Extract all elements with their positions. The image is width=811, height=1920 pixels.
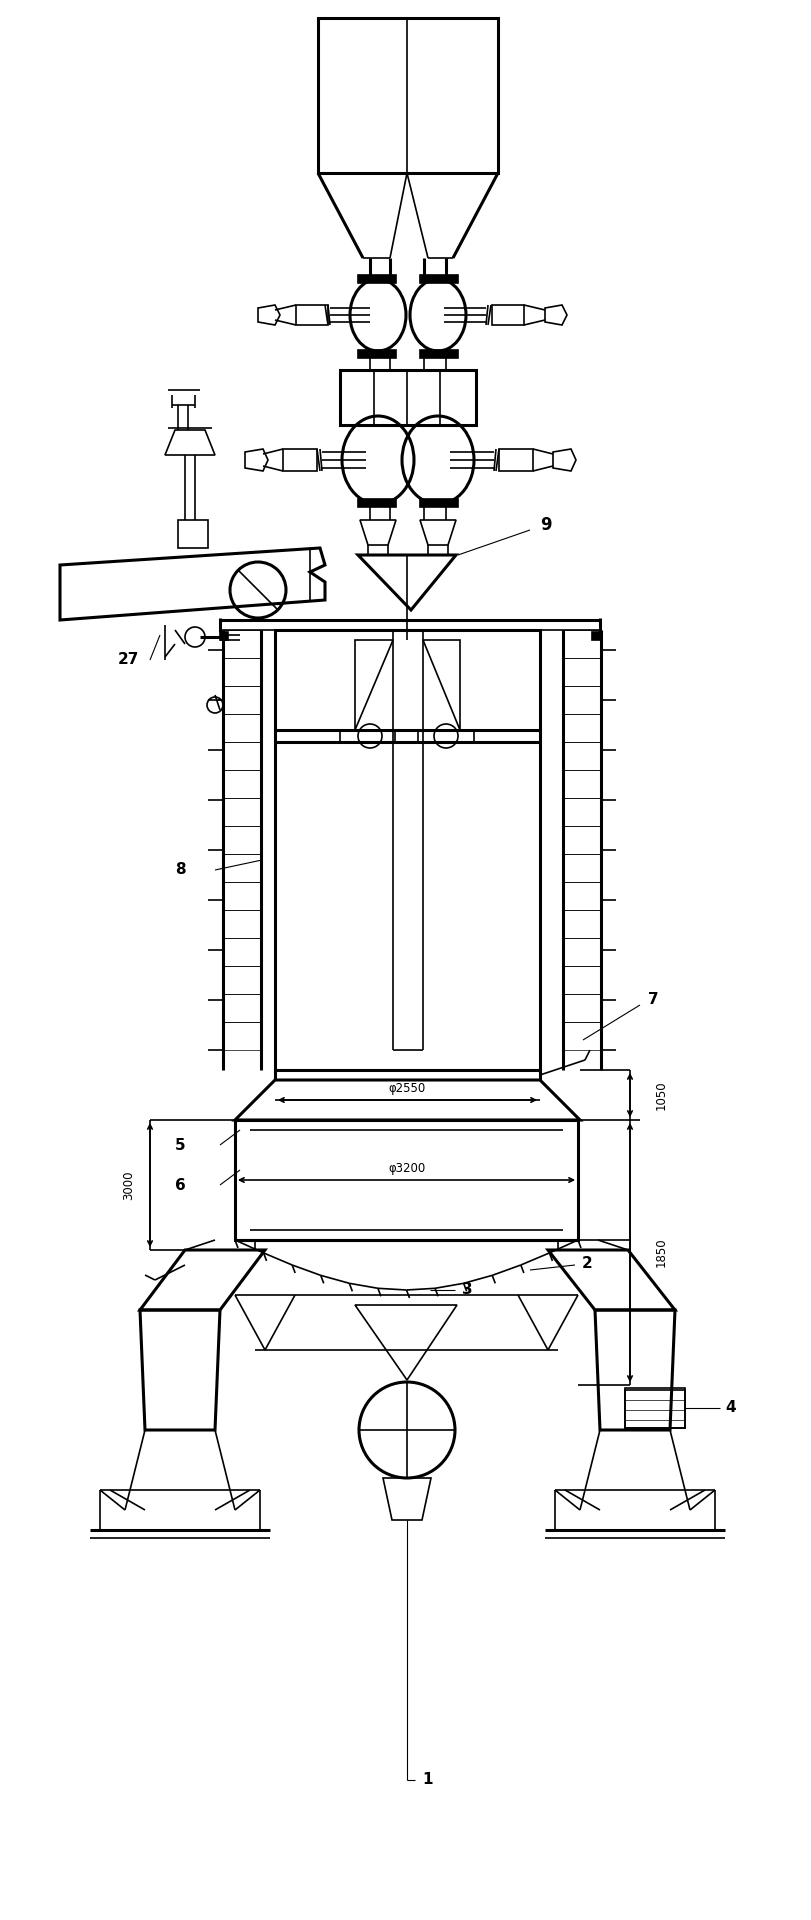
Bar: [220, 632, 228, 639]
Bar: [223, 799, 260, 826]
Text: φ3200: φ3200: [388, 1162, 425, 1175]
Text: 2: 2: [581, 1256, 592, 1271]
Bar: [223, 741, 260, 770]
Bar: [223, 1021, 260, 1050]
Text: 7: 7: [647, 993, 658, 1008]
Bar: [223, 854, 260, 881]
Bar: [562, 881, 600, 910]
Bar: [562, 966, 600, 995]
Bar: [562, 1021, 600, 1050]
Bar: [223, 659, 260, 685]
Bar: [562, 770, 600, 799]
Bar: [223, 630, 260, 659]
Bar: [358, 275, 396, 282]
Text: 4: 4: [724, 1400, 735, 1415]
Bar: [419, 499, 457, 507]
Bar: [419, 275, 457, 282]
Bar: [562, 995, 600, 1021]
Bar: [562, 714, 600, 741]
Bar: [223, 770, 260, 799]
Text: 1050: 1050: [654, 1081, 667, 1110]
Bar: [223, 685, 260, 714]
Bar: [562, 659, 600, 685]
Bar: [562, 630, 600, 659]
Bar: [223, 995, 260, 1021]
Text: 6: 6: [175, 1177, 186, 1192]
Bar: [178, 520, 208, 547]
Bar: [562, 939, 600, 966]
Bar: [419, 349, 457, 357]
Bar: [223, 910, 260, 939]
Bar: [318, 17, 497, 173]
Text: 8: 8: [175, 862, 186, 877]
Bar: [223, 966, 260, 995]
Bar: [562, 826, 600, 854]
Bar: [223, 826, 260, 854]
Text: φ2550: φ2550: [388, 1083, 425, 1094]
Bar: [358, 349, 396, 357]
Text: 9: 9: [539, 516, 551, 534]
Text: 1850: 1850: [654, 1238, 667, 1267]
Bar: [562, 799, 600, 826]
Bar: [223, 714, 260, 741]
Bar: [223, 881, 260, 910]
Bar: [562, 685, 600, 714]
Bar: [562, 741, 600, 770]
Bar: [340, 371, 475, 424]
Bar: [624, 1388, 684, 1428]
Text: 1: 1: [422, 1772, 432, 1788]
Bar: [275, 630, 539, 1069]
Text: 3000: 3000: [122, 1171, 135, 1200]
Bar: [562, 854, 600, 881]
Text: 3: 3: [461, 1283, 472, 1298]
Text: 5: 5: [175, 1137, 186, 1152]
Bar: [624, 1390, 684, 1428]
Bar: [562, 910, 600, 939]
Bar: [591, 632, 599, 639]
Bar: [223, 939, 260, 966]
Text: 27: 27: [118, 653, 139, 668]
Bar: [234, 1119, 577, 1240]
Bar: [358, 499, 396, 507]
